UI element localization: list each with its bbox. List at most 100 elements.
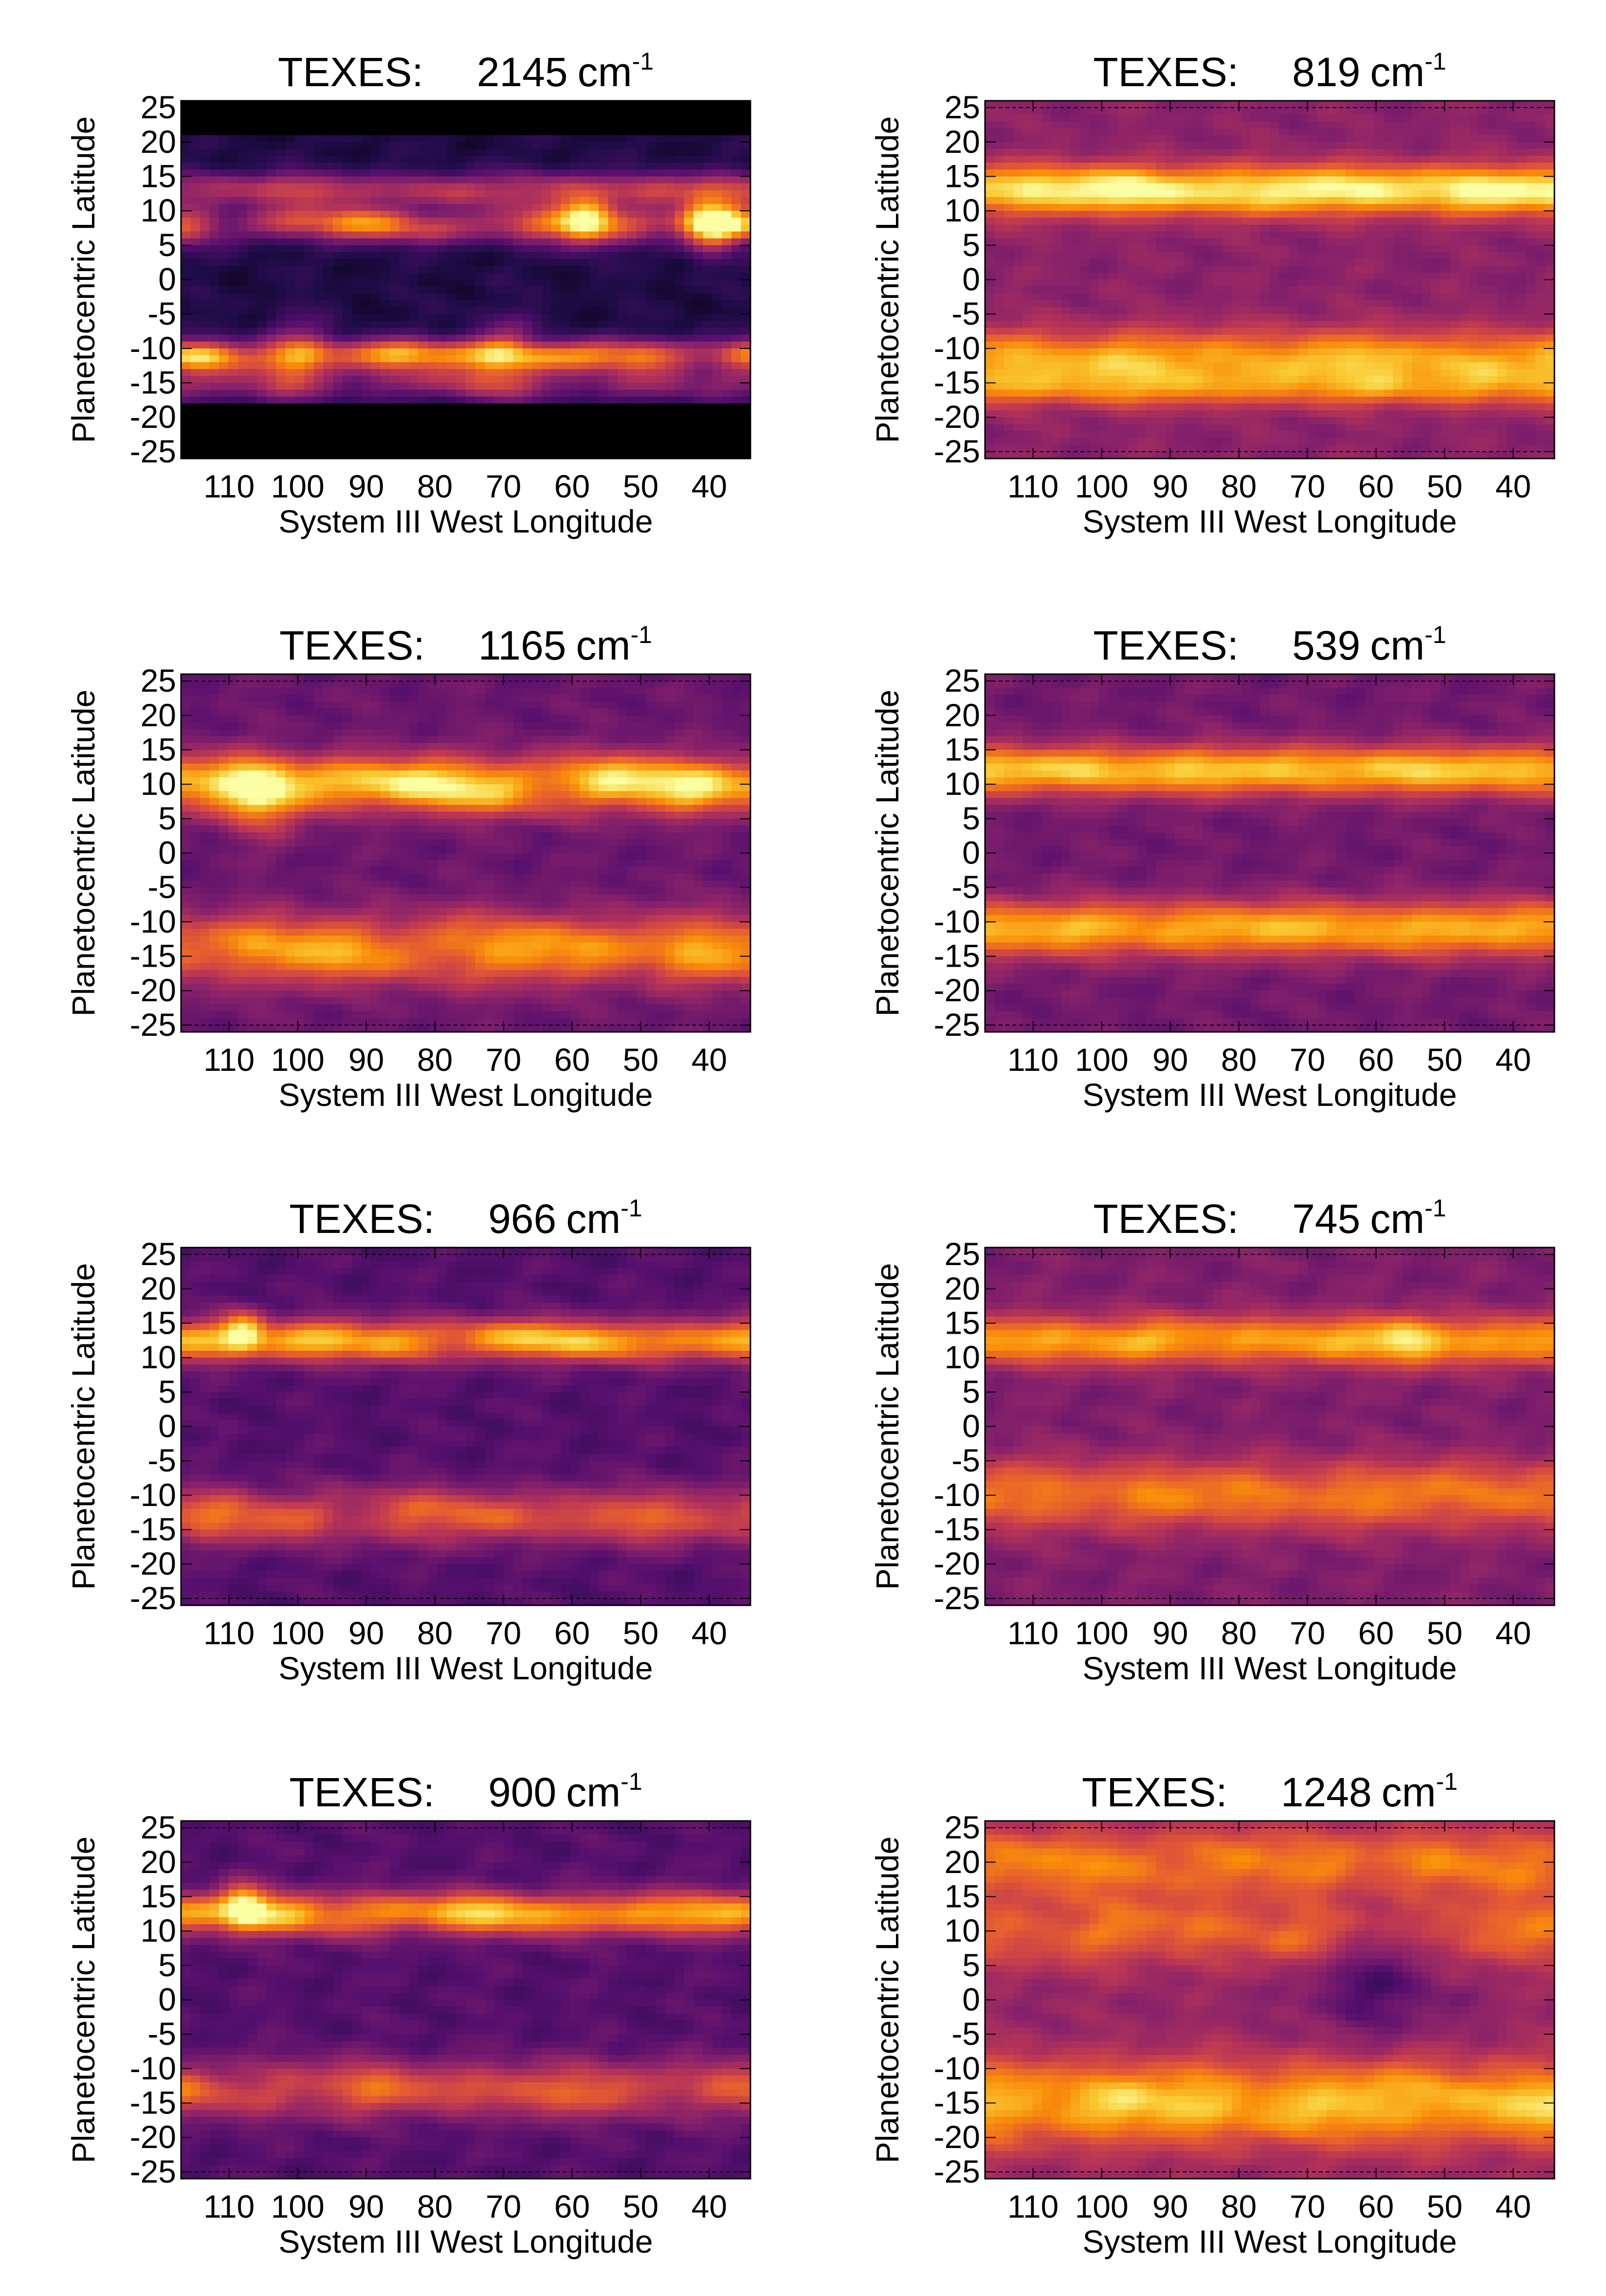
heatmap-cell	[323, 163, 333, 170]
heatmap-cell	[1346, 108, 1356, 115]
heatmap-cell	[1346, 101, 1356, 108]
heatmap-cell	[656, 451, 666, 459]
heatmap-cell	[665, 369, 675, 376]
heatmap-cell	[1393, 169, 1403, 177]
heatmap-cell	[513, 334, 523, 342]
heatmap-cell	[1441, 231, 1451, 239]
heatmap-cell	[1118, 273, 1128, 280]
heatmap-cell	[1460, 286, 1470, 294]
heatmap-cell	[722, 376, 732, 384]
heatmap-cell	[257, 142, 267, 149]
heatmap-cell	[580, 451, 590, 459]
heatmap-cell	[684, 101, 694, 108]
heatmap-cell	[257, 341, 267, 349]
heatmap-cell	[561, 293, 571, 301]
heatmap-cell	[1137, 163, 1147, 170]
heatmap-cell	[352, 410, 362, 418]
heatmap-cell	[390, 108, 400, 115]
heatmap-cell	[485, 444, 495, 452]
heatmap-cell	[589, 259, 599, 266]
heatmap-cell	[1422, 101, 1432, 108]
heatmap-cell	[1535, 114, 1546, 122]
heatmap-cell	[985, 231, 995, 239]
heatmap-cell	[304, 266, 314, 273]
heatmap-cell	[228, 211, 238, 218]
heatmap-cell	[618, 410, 628, 418]
heatmap-cell	[228, 286, 238, 294]
heatmap-cell	[295, 286, 305, 294]
heatmap-cell	[1374, 108, 1384, 115]
heatmap-cell	[722, 218, 732, 225]
heatmap-cell	[1384, 142, 1394, 149]
heatmap-cell	[684, 328, 694, 335]
heatmap-cell	[589, 369, 599, 376]
heatmap-cell	[1194, 197, 1204, 204]
heatmap-cell	[314, 376, 324, 384]
heatmap-cell	[1403, 183, 1413, 191]
heatmap-cell	[618, 355, 628, 363]
heatmap-cell	[1497, 114, 1508, 122]
heatmap-cell	[361, 376, 371, 384]
heatmap-cell	[361, 252, 371, 259]
heatmap-cell	[257, 156, 267, 163]
heatmap-cell	[1137, 114, 1147, 122]
heatmap-cell	[247, 362, 257, 369]
heatmap-cell	[1203, 211, 1213, 218]
heatmap-cell	[513, 383, 523, 390]
heatmap-cell	[266, 211, 276, 218]
heatmap-cell	[380, 273, 390, 280]
heatmap-cell	[985, 245, 995, 253]
heatmap-cell	[314, 383, 324, 390]
heatmap-cell	[1222, 135, 1232, 143]
heatmap-cell	[380, 114, 390, 122]
heatmap-cell	[580, 355, 590, 363]
heatmap-cell	[361, 169, 371, 177]
heatmap-cell	[418, 156, 428, 163]
heatmap-cell	[1507, 266, 1517, 273]
heatmap-cell	[741, 431, 751, 439]
heatmap-cell	[1175, 286, 1185, 294]
heatmap-cell	[1374, 183, 1384, 191]
heatmap-cell	[1194, 108, 1204, 115]
heatmap-cell	[1336, 245, 1346, 253]
heatmap-cell	[1355, 231, 1365, 239]
heatmap-cell	[712, 444, 723, 452]
heatmap-cell	[1545, 204, 1555, 211]
heatmap-cell	[342, 376, 352, 384]
heatmap-cell	[361, 128, 371, 136]
heatmap-cell	[228, 431, 238, 439]
heatmap-cell	[361, 341, 371, 349]
heatmap-cell	[675, 156, 685, 163]
heatmap-cell	[485, 183, 495, 191]
heatmap-cell	[1156, 148, 1166, 156]
heatmap-cell	[1516, 273, 1527, 280]
heatmap-cell	[447, 266, 457, 273]
heatmap-cell	[1526, 273, 1536, 280]
heatmap-cell	[304, 183, 314, 191]
heatmap-cell	[485, 176, 495, 184]
heatmap-cell	[646, 334, 656, 342]
heatmap-cell	[570, 389, 580, 397]
heatmap-cell	[1137, 286, 1147, 294]
heatmap-cell	[485, 135, 495, 143]
heatmap-cell	[1108, 293, 1118, 301]
heatmap-cell	[494, 355, 504, 363]
heatmap-cell	[371, 148, 381, 156]
heatmap-cell	[1118, 108, 1128, 115]
heatmap-cell	[1384, 286, 1394, 294]
heatmap-cell	[219, 197, 229, 204]
heatmap-cell	[656, 417, 666, 424]
heatmap-cell	[342, 307, 352, 314]
heatmap-cell	[694, 383, 704, 390]
heatmap-cell	[276, 259, 286, 266]
heatmap-cell	[656, 211, 666, 218]
heatmap-cell	[447, 396, 457, 404]
heatmap-cell	[428, 362, 438, 369]
heatmap-cell	[1270, 211, 1280, 218]
heatmap-cell	[1070, 266, 1080, 273]
heatmap-cell	[627, 438, 637, 445]
heatmap-cell	[1260, 245, 1270, 253]
heatmap-cell	[722, 176, 732, 184]
heatmap-cell	[1260, 197, 1270, 204]
heatmap-cell	[1422, 279, 1432, 287]
